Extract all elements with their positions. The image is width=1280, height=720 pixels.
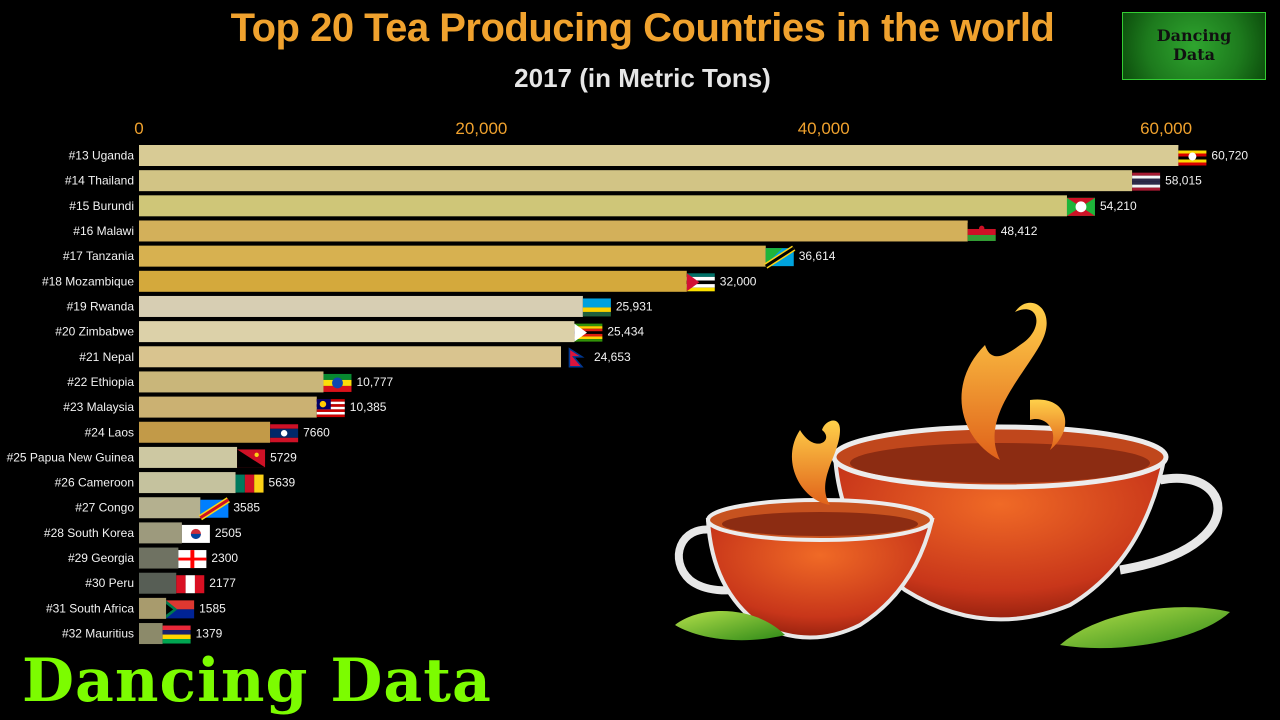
bar <box>139 220 968 242</box>
papua-new-guinea-flag <box>237 449 266 468</box>
value-label: 25,434 <box>607 325 644 339</box>
category-label: #30 Peru <box>85 576 134 590</box>
category-label: #13 Uganda <box>69 149 135 163</box>
x-tick-label: 20,000 <box>455 119 507 138</box>
ethiopia-flag <box>323 373 352 392</box>
bar <box>139 371 324 393</box>
rwanda-flag <box>582 298 611 317</box>
bar <box>139 270 687 292</box>
mauritius-flag <box>162 625 191 644</box>
category-label: #31 South Africa <box>46 601 134 615</box>
bar <box>139 421 271 443</box>
value-label: 32,000 <box>720 274 757 288</box>
value-label: 60,720 <box>1211 149 1248 163</box>
bar <box>139 572 177 594</box>
category-label: #14 Thailand <box>65 174 134 188</box>
peru-flag <box>176 575 205 594</box>
malaysia-flag <box>316 399 345 418</box>
tanzania-flag <box>764 245 796 269</box>
chart-title: Top 20 Tea Producing Countries in the wo… <box>230 6 1055 50</box>
bar <box>139 145 1179 166</box>
value-label: 48,412 <box>1001 224 1038 238</box>
x-tick-label: 0 <box>134 119 143 138</box>
value-label: 1585 <box>199 601 226 615</box>
logo-line-1: Dancing <box>1156 26 1232 45</box>
value-label: 7660 <box>303 425 330 439</box>
mozambique-flag <box>686 273 715 292</box>
bar <box>139 170 1133 192</box>
bar <box>139 597 167 619</box>
x-tick-label: 60,000 <box>1140 119 1192 138</box>
category-label: #19 Rwanda <box>67 299 135 313</box>
bar <box>139 446 238 468</box>
south-africa-flag <box>166 600 195 619</box>
brand-watermark: Dancing Data <box>22 646 492 716</box>
bar <box>139 195 1067 217</box>
category-label: #17 Tanzania <box>63 249 135 263</box>
laos-flag <box>270 424 299 443</box>
value-label: 54,210 <box>1100 199 1137 213</box>
logo-line-2: Data <box>1173 45 1215 64</box>
category-label: #27 Congo <box>75 501 134 515</box>
category-label: #16 Malawi <box>73 224 134 238</box>
bar <box>139 346 562 368</box>
bar <box>139 295 583 317</box>
bar <box>139 245 766 267</box>
category-label: #22 Ethiopia <box>67 375 134 389</box>
value-label: 5639 <box>269 476 296 490</box>
category-label: #24 Laos <box>85 425 134 439</box>
value-label: 10,385 <box>350 400 387 414</box>
bar <box>139 547 179 569</box>
zimbabwe-flag <box>574 323 603 342</box>
category-label: #18 Mozambique <box>42 274 134 288</box>
bar <box>139 497 201 519</box>
thailand-flag <box>1132 172 1161 191</box>
bar <box>139 321 575 343</box>
value-label: 5729 <box>270 450 297 464</box>
value-label: 2505 <box>215 526 242 540</box>
nepal-flag <box>568 347 585 368</box>
category-label: #21 Nepal <box>79 350 134 364</box>
bar <box>139 522 182 544</box>
category-label: #29 Georgia <box>68 551 134 565</box>
channel-logo: Dancing Data <box>1122 12 1266 80</box>
category-label: #26 Cameroon <box>55 476 134 490</box>
value-label: 1379 <box>196 627 223 641</box>
bar <box>139 472 236 494</box>
category-label: #25 Papua New Guinea <box>7 450 135 464</box>
south-korea-flag <box>181 524 210 543</box>
uganda-flag <box>1178 147 1207 166</box>
value-label: 24,653 <box>594 350 631 364</box>
value-label: 2300 <box>211 551 238 565</box>
cameroon-flag <box>235 474 264 493</box>
value-label: 36,614 <box>799 249 836 263</box>
category-label: #28 South Korea <box>44 526 134 540</box>
value-label: 10,777 <box>356 375 393 389</box>
georgia-flag <box>178 550 207 569</box>
malawi-flag <box>967 222 996 241</box>
value-label: 2177 <box>209 576 236 590</box>
bar <box>139 623 163 645</box>
category-label: #32 Mauritius <box>62 627 134 641</box>
value-label: 58,015 <box>1165 174 1202 188</box>
category-label: #20 Zimbabwe <box>55 325 134 339</box>
category-label: #15 Burundi <box>69 199 134 213</box>
bar <box>139 396 317 418</box>
x-tick-label: 40,000 <box>798 119 850 138</box>
congo-flag <box>198 497 230 521</box>
chart-subtitle: 2017 (in Metric Tons) <box>514 63 771 93</box>
value-label: 3585 <box>233 501 260 515</box>
value-label: 25,931 <box>616 299 653 313</box>
category-label: #23 Malaysia <box>63 400 134 414</box>
burundi-flag <box>1066 197 1095 216</box>
